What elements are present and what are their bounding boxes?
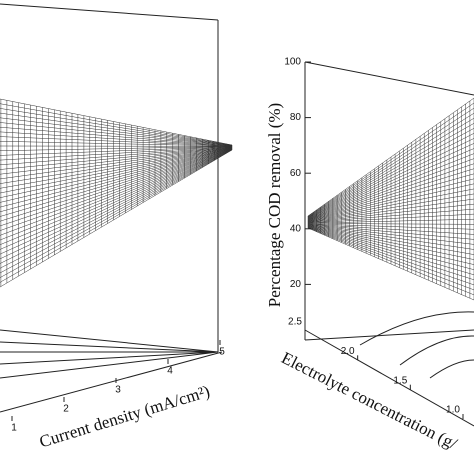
y-axis-label: Electrolyte concentration (g/: [278, 348, 460, 453]
surface-mesh: [0, 97, 474, 301]
x-tick-label: 4: [167, 366, 173, 377]
z-tick-label: 40: [290, 223, 302, 234]
y-tick-label: 2.5: [288, 317, 302, 328]
y-tick-label: 1.5: [393, 375, 407, 386]
x-tick-label: 2: [63, 404, 69, 415]
z-tick-label: 100: [284, 57, 301, 68]
mesh-lines: [0, 98, 233, 288]
x-tick-label: 5: [219, 347, 225, 358]
z-axis-label: Percentage COD removal (%): [265, 103, 284, 307]
y-tick-label: 2.0: [341, 346, 355, 357]
mesh-lines: [307, 97, 474, 301]
left-box: [0, 3, 223, 413]
z-tick-label: 60: [290, 168, 302, 179]
x-axis-label: Current density (mA/cm²): [37, 382, 212, 452]
z-tick-label: 80: [290, 112, 302, 123]
y-tick-label: 1.0: [446, 405, 460, 416]
x-tick-label: 3: [115, 385, 121, 396]
right-box: [304, 61, 474, 427]
x-tick-label: 1: [11, 423, 17, 434]
z-tick-label: 20: [290, 279, 302, 290]
